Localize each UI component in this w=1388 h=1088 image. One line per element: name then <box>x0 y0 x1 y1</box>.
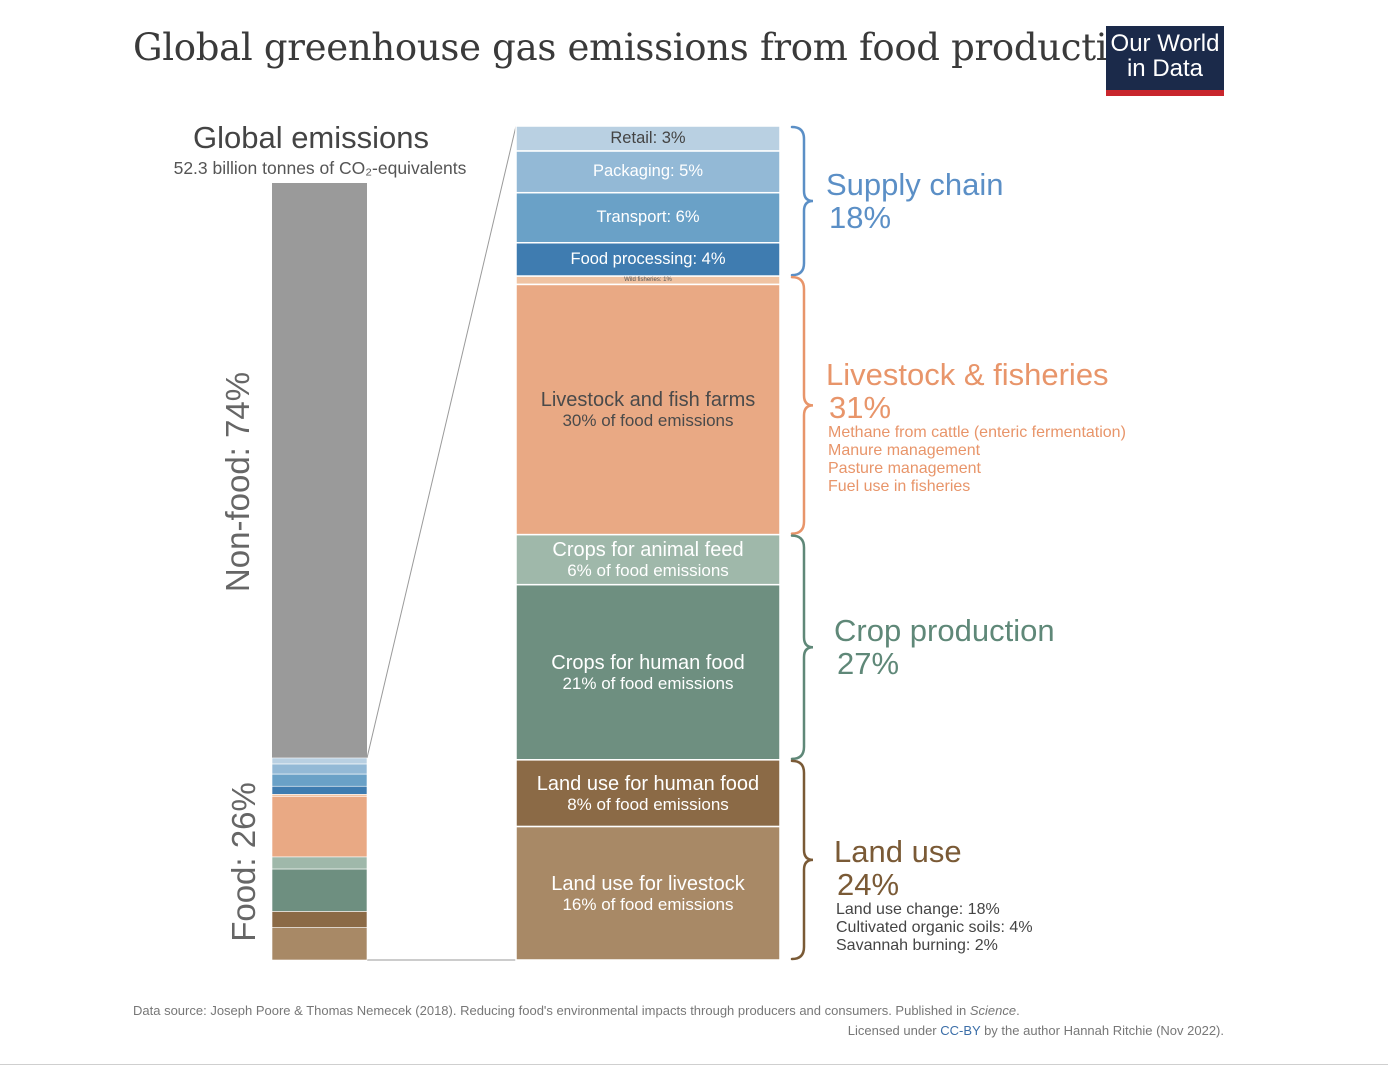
brace-supply-chain <box>790 125 814 277</box>
segment-retail <box>515 125 781 152</box>
group-detail: Land use change: 18% <box>836 900 1000 918</box>
segment-transport <box>515 191 781 244</box>
food-label: Food: 26% <box>225 782 262 942</box>
chart-title: Global greenhouse gas emissions from foo… <box>133 26 1153 69</box>
global-emissions-subtitle: 52.3 billion tonnes of CO₂-equivalents <box>173 158 467 178</box>
group-crop-production: Crop production 27% <box>834 614 1055 680</box>
group-percent: 18% <box>829 200 892 236</box>
group-detail: Cultivated organic soils: 4% <box>836 918 1033 936</box>
segment-land-use-for-human-food <box>515 759 781 828</box>
brace-livestock-and-fisheries <box>790 275 814 535</box>
food-bar-livestock-and-fish-farms <box>271 796 368 858</box>
group-supply-chain: Supply chain 18% <box>826 168 1004 234</box>
brace-crop-production <box>790 534 814 761</box>
food-bar-transport <box>271 773 368 787</box>
non-food-bar <box>272 183 367 758</box>
food-bar-wild-fisheries <box>271 794 368 797</box>
owid-logo[interactable]: Our World in Data <box>1106 26 1224 96</box>
bottom-divider <box>0 1064 1388 1065</box>
food-bar-crops-for-human-food <box>271 868 368 912</box>
data-source: Data source: Joseph Poore & Thomas Nemec… <box>133 1003 1020 1018</box>
logo-line-2: in Data <box>1126 55 1204 82</box>
food-bar-retail <box>271 757 368 765</box>
food-bar-land-use-for-livestock <box>271 927 368 961</box>
source-prefix: Data source: Joseph Poore & Thomas Nemec… <box>133 1003 970 1018</box>
source-suffix: . <box>1016 1003 1020 1018</box>
group-detail: Fuel use in fisheries <box>828 478 971 496</box>
group-name: Land use <box>834 833 962 869</box>
group-detail: Savannah burning: 2% <box>836 936 998 954</box>
zoom-connector-top <box>366 125 517 759</box>
group-name: Crop production <box>834 613 1055 649</box>
brace-land-use <box>790 759 814 961</box>
segment-crops-for-animal-feed <box>515 533 781 586</box>
food-bar-food-processing <box>271 785 368 795</box>
group-name: Supply chain <box>826 167 1004 203</box>
group-percent: 31% <box>829 390 892 426</box>
group-land-use: Land use 24% Land use change: 18% Cultivate… <box>834 835 1033 955</box>
license-prefix: Licensed under <box>847 1023 941 1038</box>
food-bar-crops-for-animal-feed <box>271 856 368 870</box>
non-food-label: Non-food: 74% <box>219 371 256 593</box>
logo-line-1: Our World <box>1110 30 1220 57</box>
group-percent: 24% <box>837 866 900 902</box>
group-livestock-and-fisheries: Livestock & fisheries 31% Methane from cat… <box>826 358 1126 496</box>
source-journal: Science <box>969 1003 1017 1018</box>
group-name: Livestock & fisheries <box>826 357 1109 393</box>
emissions-chart <box>271 125 814 961</box>
segment-livestock-and-fish-farms <box>515 283 781 536</box>
segment-crops-for-human-food <box>515 583 781 761</box>
group-detail: Pasture management <box>828 460 981 478</box>
group-percent: 27% <box>837 646 900 682</box>
segment-packaging <box>515 150 781 194</box>
segment-food-processing <box>515 242 781 277</box>
group-detail: Methane from cattle (enteric fermentatio… <box>828 424 1126 442</box>
group-detail: Manure management <box>828 442 981 460</box>
food-bar-land-use-for-human-food <box>271 911 368 928</box>
segment-land-use-for-livestock <box>515 825 781 961</box>
food-bar-packaging <box>271 763 368 775</box>
license: Licensed under CC-BY by the author Hanna… <box>848 1023 1224 1038</box>
license-link[interactable]: CC-BY <box>940 1023 981 1038</box>
segment-wild-fisheries <box>515 275 781 286</box>
license-suffix: by the author Hannah Ritchie (Nov 2022). <box>980 1023 1224 1038</box>
global-emissions-title: Global emissions <box>192 120 430 155</box>
